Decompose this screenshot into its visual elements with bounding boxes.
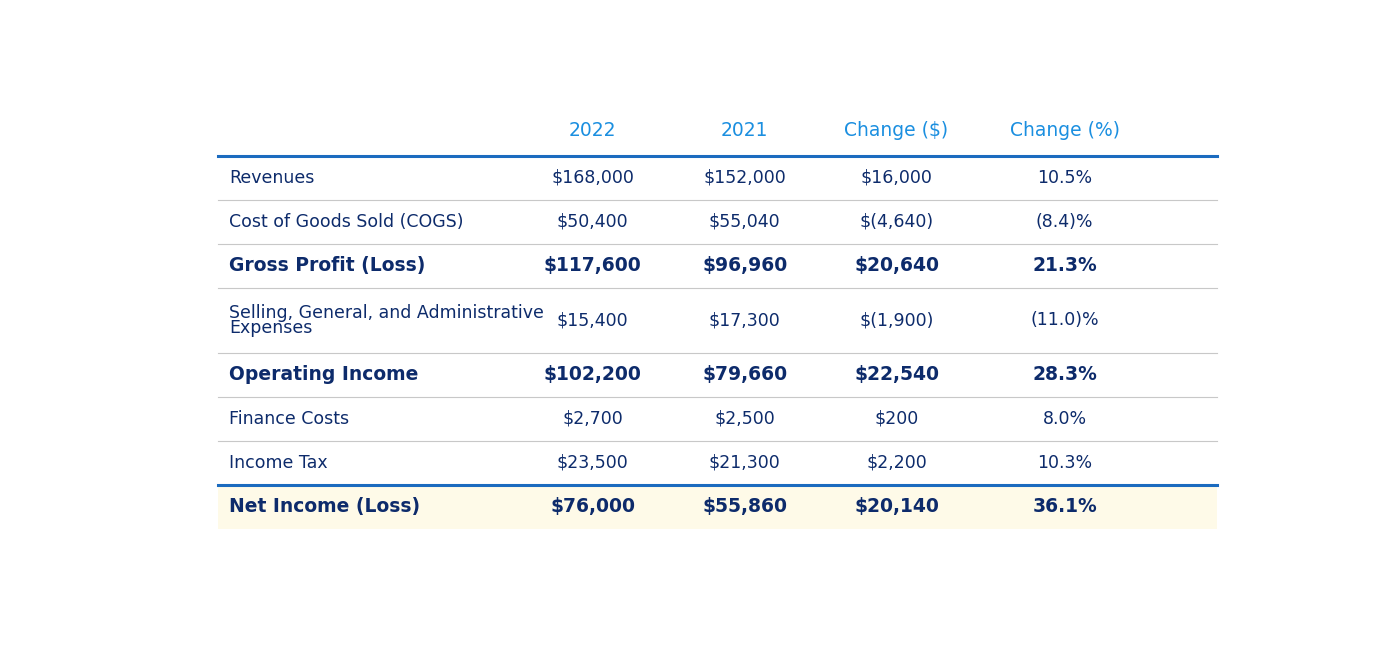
Text: Expenses: Expenses <box>230 318 312 337</box>
Text: $79,660: $79,660 <box>701 365 787 384</box>
Text: (11.0)%: (11.0)% <box>1030 311 1099 330</box>
Text: $20,640: $20,640 <box>854 256 939 275</box>
Text: $15,400: $15,400 <box>557 311 629 330</box>
Text: $2,500: $2,500 <box>714 410 776 428</box>
Text: $200: $200 <box>875 410 918 428</box>
Text: 21.3%: 21.3% <box>1032 256 1098 275</box>
Text: Change ($): Change ($) <box>844 121 949 140</box>
Text: 28.3%: 28.3% <box>1032 365 1098 384</box>
Text: Operating Income: Operating Income <box>230 365 419 384</box>
Text: $55,040: $55,040 <box>708 213 780 231</box>
Text: $17,300: $17,300 <box>708 311 781 330</box>
Text: Revenues: Revenues <box>230 168 315 187</box>
Text: $168,000: $168,000 <box>552 168 634 187</box>
Text: $152,000: $152,000 <box>703 168 785 187</box>
Text: $(1,900): $(1,900) <box>860 311 934 330</box>
Text: 10.3%: 10.3% <box>1037 454 1092 472</box>
Text: $20,140: $20,140 <box>854 497 939 517</box>
Text: $50,400: $50,400 <box>557 213 629 231</box>
Text: $(4,640): $(4,640) <box>860 213 934 231</box>
Text: 2022: 2022 <box>568 121 616 140</box>
Text: $2,700: $2,700 <box>563 410 623 428</box>
Text: $117,600: $117,600 <box>543 256 641 275</box>
Text: $23,500: $23,500 <box>557 454 629 472</box>
Text: Gross Profit (Loss): Gross Profit (Loss) <box>230 256 426 275</box>
Text: Income Tax: Income Tax <box>230 454 328 472</box>
Text: (8.4)%: (8.4)% <box>1036 213 1093 231</box>
Text: $16,000: $16,000 <box>861 168 932 187</box>
Text: $96,960: $96,960 <box>701 256 787 275</box>
Text: $21,300: $21,300 <box>708 454 781 472</box>
Text: 10.5%: 10.5% <box>1037 168 1092 187</box>
Text: Cost of Goods Sold (COGS): Cost of Goods Sold (COGS) <box>230 213 463 231</box>
Text: $76,000: $76,000 <box>550 497 636 517</box>
Bar <box>218 485 1217 529</box>
Text: $55,860: $55,860 <box>703 497 787 517</box>
Text: $2,200: $2,200 <box>867 454 927 472</box>
Text: $102,200: $102,200 <box>543 365 641 384</box>
Text: Finance Costs: Finance Costs <box>230 410 350 428</box>
Text: 36.1%: 36.1% <box>1032 497 1098 517</box>
Text: 2021: 2021 <box>721 121 769 140</box>
Text: Selling, General, and Administrative: Selling, General, and Administrative <box>230 304 545 322</box>
Text: Change (%): Change (%) <box>1009 121 1120 140</box>
Text: 8.0%: 8.0% <box>1043 410 1086 428</box>
Text: Net Income (Loss): Net Income (Loss) <box>230 497 420 517</box>
Text: $22,540: $22,540 <box>854 365 939 384</box>
